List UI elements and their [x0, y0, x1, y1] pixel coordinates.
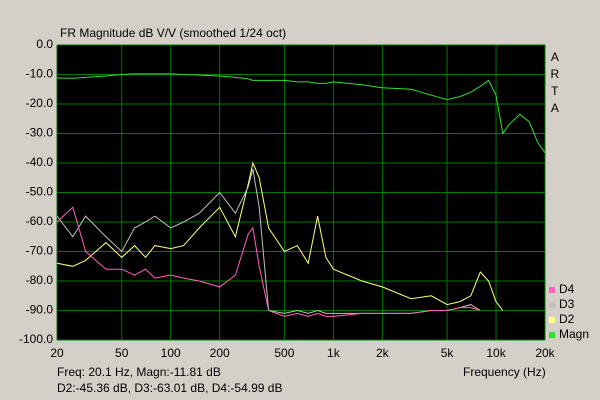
y-tick-label: 0.0 [36, 37, 53, 51]
y-tick-label: -90.0 [26, 303, 54, 317]
legend-label: D3 [559, 297, 575, 311]
x-tick-label: 200 [210, 346, 230, 360]
y-tick-label: -50.0 [26, 185, 54, 199]
x-tick-label: 20k [535, 346, 555, 360]
side-label: ARTA [548, 50, 562, 118]
legend-label: D2 [559, 312, 575, 326]
x-axis-label: Frequency (Hz) [463, 365, 546, 379]
series-line [56, 206, 481, 317]
cursor-readout: Freq: 20.1 Hz, Magn:-11.81 dB [57, 365, 221, 379]
cursor-readout: D2:-45.36 dB, D3:-63.01 dB, D4:-54.99 dB [57, 381, 282, 395]
x-tick-label: 5k [441, 346, 455, 360]
y-tick-label: -70.0 [26, 244, 54, 258]
series-line [56, 73, 546, 153]
y-tick-label: -100.0 [19, 332, 53, 346]
x-tick-label: 20 [50, 346, 64, 360]
legend-swatch [549, 287, 555, 293]
legend-swatch [549, 302, 555, 308]
legend-label: D4 [559, 282, 575, 296]
x-tick-label: 10k [486, 346, 506, 360]
y-tick-label: -10.0 [26, 67, 54, 81]
legend-swatch [549, 317, 555, 323]
chart-title: FR Magnitude dB V/V (smoothed 1/24 oct) [60, 26, 286, 40]
x-tick-label: 100 [161, 346, 181, 360]
y-tick-label: -20.0 [26, 96, 54, 110]
y-tick-label: -80.0 [26, 273, 54, 287]
legend-label: Magn [559, 327, 589, 341]
x-tick-label: 500 [274, 346, 294, 360]
y-tick-label: -30.0 [26, 126, 54, 140]
y-tick-label: -60.0 [26, 214, 54, 228]
x-tick-label: 1k [327, 346, 341, 360]
x-tick-label: 2k [376, 346, 390, 360]
x-tick-label: 50 [115, 346, 129, 360]
series-line [56, 161, 504, 311]
y-tick-label: -40.0 [26, 155, 54, 169]
legend-swatch [549, 332, 555, 338]
